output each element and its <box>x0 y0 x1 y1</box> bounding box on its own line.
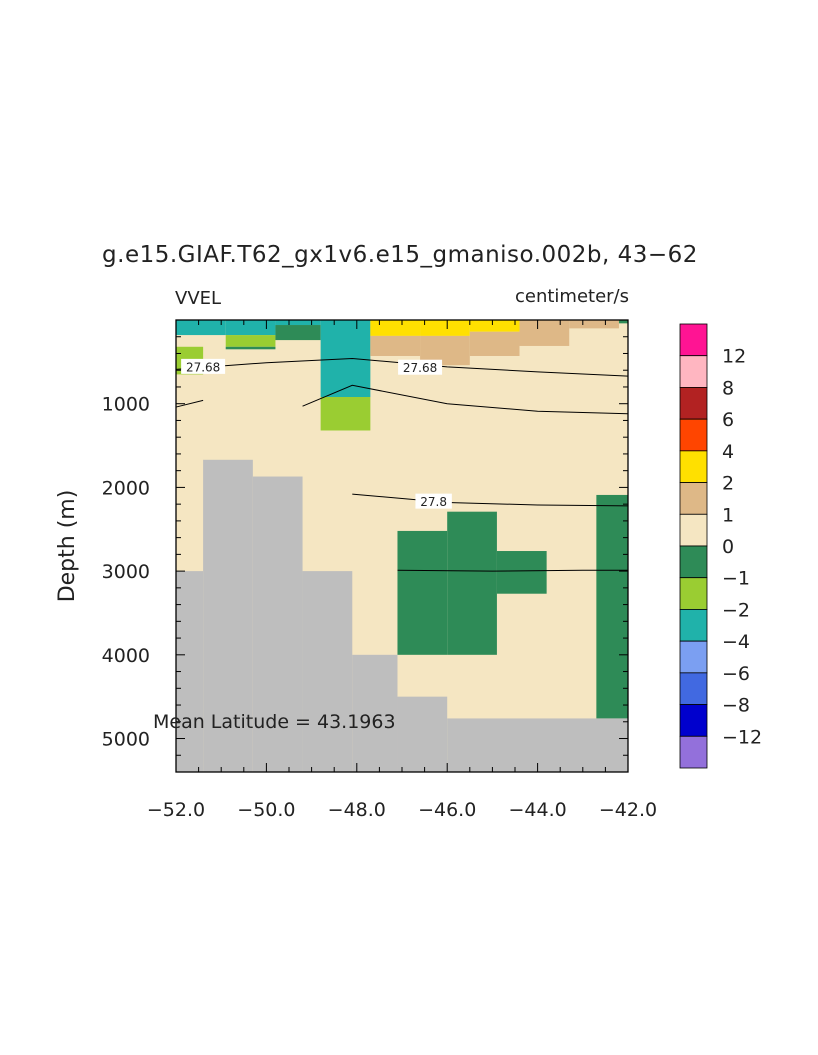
y-tick-label: 1000 <box>102 394 150 416</box>
contour-label-bg <box>181 358 226 374</box>
colorbar-swatch <box>679 387 708 420</box>
colorbar-label: −2 <box>722 599 750 621</box>
velocity-cell <box>370 335 421 356</box>
velocity-cell <box>420 320 470 336</box>
velocity-cell <box>420 335 470 356</box>
right-string: centimeter/s <box>515 286 629 307</box>
colorbar-swatch <box>679 577 708 610</box>
velocity-cell <box>275 320 321 326</box>
y-axis-label: Depth (m) <box>55 490 80 603</box>
colorbar-swatch <box>679 418 708 452</box>
colorbar-label: −1 <box>722 568 750 590</box>
y-tick-label: 5000 <box>102 729 150 751</box>
colorbar-label: −8 <box>722 695 750 717</box>
velocity-cell <box>447 511 497 655</box>
mean-latitude-note: Mean Latitude = 43.1963 <box>153 711 396 733</box>
colorbar-swatch <box>679 672 708 705</box>
colorbar-label: 2 <box>722 473 734 495</box>
colorbar-swatch <box>679 355 708 388</box>
colorbar-swatch <box>679 735 708 769</box>
land-cell <box>252 476 303 772</box>
contour-label-bg <box>398 359 443 375</box>
y-tick-label: 4000 <box>102 645 150 667</box>
colorbar-swatch <box>679 704 708 737</box>
colorbar-swatch <box>679 482 708 515</box>
y-tick-label: 3000 <box>102 561 150 583</box>
velocity-cell <box>469 320 520 332</box>
land-cell <box>397 696 448 772</box>
velocity-cell <box>618 320 628 324</box>
velocity-cell <box>225 320 276 336</box>
contour-lines: 27.68 27.68 27.8 <box>175 358 629 572</box>
left-string: VVEL <box>175 288 221 309</box>
x-tick-label: −50.0 <box>237 799 295 821</box>
colorbar-swatch <box>679 450 708 483</box>
chart-title: g.e15.GIAF.T62_gx1v6.e15_gmaniso.002b, 4… <box>102 242 698 268</box>
velocity-cell <box>397 530 448 655</box>
colorbar-label: −4 <box>722 631 750 653</box>
contour-line <box>302 384 629 415</box>
land-cell <box>302 571 353 772</box>
velocity-cell <box>370 320 421 336</box>
contour-label: 27.8 <box>420 495 447 509</box>
colorbar: 12 8 6 4 2 1 0 −1 −2 −4 −6 −8 −12 <box>679 323 762 769</box>
colorbar-label: 6 <box>722 409 734 431</box>
colorbar-swatch <box>679 545 708 579</box>
colorbar-swatch <box>679 640 708 674</box>
colorbar-swatch <box>679 513 708 547</box>
y-tick-labels: 1000 2000 3000 4000 5000 <box>102 394 150 751</box>
velocity-cell <box>275 325 321 341</box>
colorbar-label: 4 <box>722 441 734 463</box>
x-tick-label: −48.0 <box>328 799 386 821</box>
colorbar-label: 1 <box>722 504 734 526</box>
colorbar-label: 0 <box>722 536 734 558</box>
contour-line <box>352 493 629 507</box>
velocity-cell <box>496 551 547 594</box>
x-tick-label: −42.0 <box>599 799 657 821</box>
velocity-cell <box>225 346 276 350</box>
colorbar-label: 12 <box>722 346 746 368</box>
x-tick-label: −52.0 <box>147 799 205 821</box>
contour-label-bg <box>415 493 452 509</box>
contour-line <box>175 399 204 408</box>
colorbar-swatch <box>679 323 708 357</box>
contour-label: 27.68 <box>403 361 437 375</box>
colorbar-label: 8 <box>722 377 734 399</box>
contour-label: 27.68 <box>186 360 220 374</box>
colorbar-swatch <box>679 609 708 642</box>
velocity-cell <box>569 320 619 329</box>
land-cell <box>352 654 398 772</box>
velocity-cell <box>519 320 570 346</box>
colorbar-label: −6 <box>722 663 750 685</box>
velocity-cell <box>225 335 276 347</box>
land-cell <box>203 459 253 772</box>
velocity-cell <box>420 355 470 366</box>
velocity-cell <box>320 397 371 431</box>
velocity-cell <box>596 494 628 719</box>
x-tick-labels: −52.0 −50.0 −48.0 −46.0 −44.0 −42.0 <box>147 799 657 821</box>
velocity-cell <box>469 331 520 356</box>
velocity-cell <box>176 320 226 336</box>
contour-line <box>397 569 628 572</box>
y-tick-label: 2000 <box>102 477 150 499</box>
plot-area: 27.68 27.68 27.8 <box>175 319 629 773</box>
x-tick-label: −46.0 <box>418 799 476 821</box>
axis-ticks <box>175 320 629 772</box>
x-tick-label: −44.0 <box>508 799 566 821</box>
colorbar-label: −12 <box>722 726 762 748</box>
